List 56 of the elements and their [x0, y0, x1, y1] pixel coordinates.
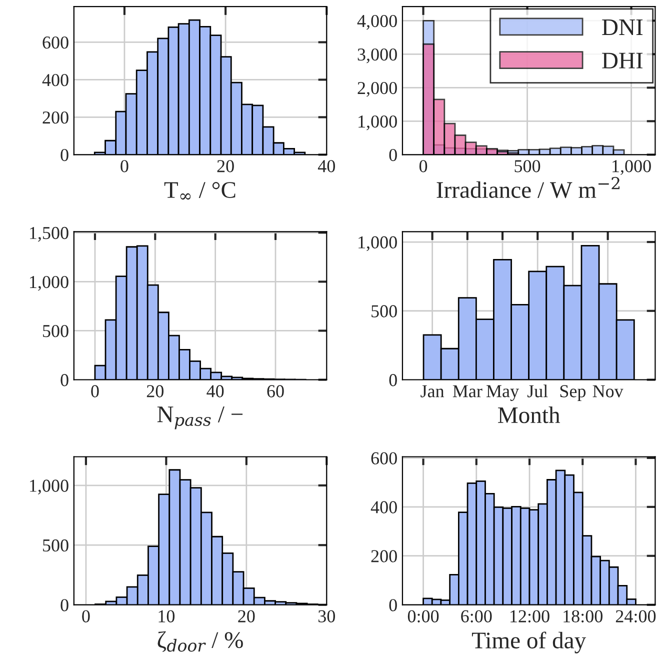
y-tick-label: 1,000 [358, 115, 397, 130]
x-tick-label: 0 [419, 160, 428, 172]
x-tick-label: 0 [120, 160, 128, 172]
y-tick-label: 400 [370, 501, 397, 514]
y-tick-label: 200 [42, 111, 68, 124]
x-tick-label: Jul [527, 384, 548, 398]
y-tick-label: 3,000 [358, 48, 397, 64]
x-tick-label: 12:00 [510, 610, 550, 622]
y-tick-label: 1,000 [358, 236, 397, 252]
y-tick-label: 200 [371, 550, 397, 562]
x-tick-label: Mar [452, 385, 482, 398]
x-tick-label: 6:00 [461, 610, 492, 622]
y-tick-label: 600 [371, 452, 397, 464]
y-tick-label: 1,000 [30, 480, 68, 494]
x-tick-label: 20 [146, 385, 164, 398]
y-tick-label: 1,500 [30, 226, 68, 242]
y-tick-label: 1,000 [30, 276, 68, 291]
x-tick-label: 40 [318, 160, 335, 172]
x-tick-label: 10 [158, 610, 175, 622]
x-tick-label: 1,000 [612, 160, 651, 175]
y-tick-label: 0 [389, 374, 397, 386]
y-tick-label: 600 [42, 36, 68, 49]
x-axis-title: Irradiance / W m$^{−2}$ [436, 176, 620, 198]
y-tick-label: 0 [389, 148, 397, 162]
y-tick-label: 4,000 [357, 14, 397, 30]
x-tick-label: 20 [217, 160, 234, 172]
x-tick-label: 60 [267, 385, 284, 398]
y-tick-label: 500 [43, 539, 68, 552]
x-tick-label: 500 [514, 160, 540, 172]
y-tick-label: 2,000 [358, 82, 397, 97]
x-tick-label: 40 [206, 385, 224, 398]
x-tick-label: 0:00 [408, 610, 439, 622]
y-tick-label: 500 [43, 324, 68, 338]
x-tick-label: 0 [91, 385, 99, 398]
x-tick-label: Jan [420, 385, 444, 398]
x-axis-title: T$_{∞}$ / °C [164, 182, 236, 200]
y-tick-label: 500 [372, 305, 397, 318]
legend-label: DHI [602, 52, 643, 68]
x-tick-label: Sep [560, 385, 586, 401]
x-tick-label: 20 [238, 610, 255, 622]
x-tick-label: Nov [592, 385, 624, 398]
x-tick-label: 24:00 [616, 610, 656, 622]
x-tick-label: 18:00 [564, 610, 602, 622]
x-tick-label: 30 [318, 610, 335, 622]
y-tick-label: 0 [60, 374, 68, 386]
x-axis-title: Month [498, 406, 560, 424]
x-axis-title: N$_{pass}$ / − [157, 406, 243, 430]
y-tick-label: 0 [389, 599, 397, 612]
x-tick-label: 0 [82, 610, 90, 622]
y-tick-label: 400 [42, 74, 68, 86]
legend-label: DNI [602, 19, 643, 35]
x-axis-title: ζ$_{door}$ / % [158, 631, 243, 652]
x-tick-label: May [486, 385, 519, 401]
y-tick-label: 0 [60, 148, 68, 162]
x-axis-title: Time of day [472, 632, 586, 654]
y-tick-label: 0 [60, 599, 68, 612]
